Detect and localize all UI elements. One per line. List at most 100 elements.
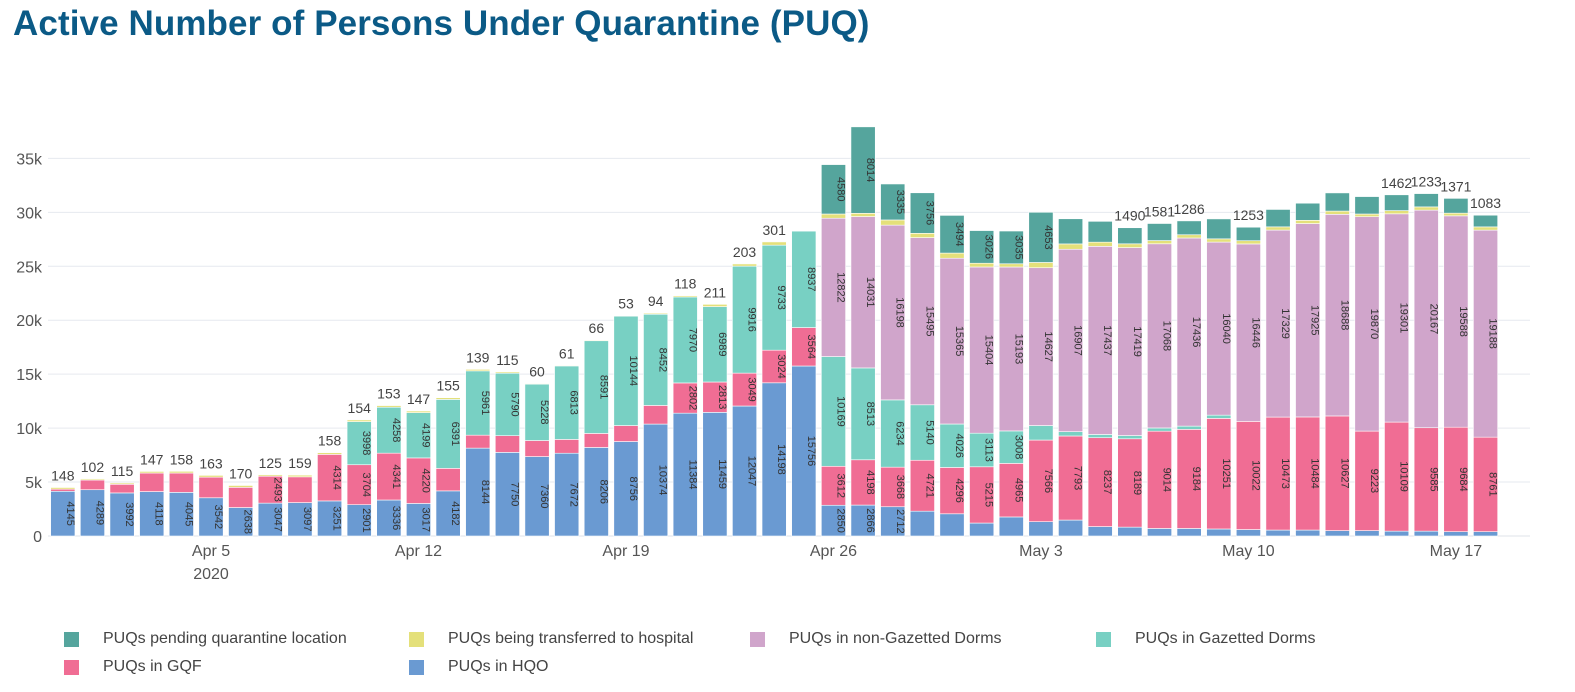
bar-segment-gqf[interactable]: [554, 439, 580, 454]
bar-segment-nongaz[interactable]: [880, 224, 906, 401]
bar-stack[interactable]: 11384 2802 7970 118: [672, 276, 698, 537]
legend-item-hospital[interactable]: PUQs being transferred to hospital: [409, 630, 693, 648]
bar-segment-hospital[interactable]: [554, 364, 580, 367]
bar-segment-hospital[interactable]: [672, 295, 698, 298]
bar-segment-hospital[interactable]: [583, 339, 609, 342]
bar-segment-nongaz[interactable]: [1295, 223, 1321, 418]
bar-segment-nongaz[interactable]: [1147, 243, 1172, 429]
bar-segment-gqf[interactable]: [1413, 427, 1439, 532]
bar-segment-hospital[interactable]: [1058, 243, 1084, 250]
bar-stack[interactable]: 10473 17329: [1265, 209, 1291, 537]
bar-stack[interactable]: 12047 3049 9916 203: [732, 244, 758, 537]
bar-segment-gaz[interactable]: [791, 230, 817, 328]
bar-segment-hqo[interactable]: [998, 516, 1024, 537]
bar-segment-hqo[interactable]: [168, 492, 194, 537]
bar-segment-nongaz[interactable]: [1354, 216, 1380, 432]
bar-segment-hqo[interactable]: [406, 503, 431, 537]
bar-stack[interactable]: 3251 4314 158: [317, 433, 343, 537]
bar-segment-nongaz[interactable]: [1473, 229, 1498, 438]
bar-segment-hospital[interactable]: [317, 452, 343, 455]
bar-segment-gqf[interactable]: [909, 459, 935, 512]
bar-segment-gaz[interactable]: [1206, 414, 1232, 419]
bar-segment-gqf[interactable]: [1235, 421, 1261, 530]
bar-segment-nongaz[interactable]: [1324, 214, 1350, 417]
bar-segment-nongaz[interactable]: [939, 257, 965, 425]
bar-stack[interactable]: 7672 6813 61: [554, 345, 580, 537]
bar-stack[interactable]: 4289 102: [80, 459, 105, 537]
bar-stack[interactable]: 3097 159: [287, 455, 313, 537]
bar-segment-hospital[interactable]: [1206, 238, 1232, 243]
bar-stack[interactable]: 4296 4026 15365 3494: [939, 215, 965, 537]
bar-segment-gqf[interactable]: [198, 476, 224, 499]
bar-segment-hospital[interactable]: [1413, 206, 1439, 211]
bar-segment-gqf[interactable]: [850, 459, 876, 506]
bar-segment-gaz[interactable]: [998, 430, 1024, 464]
bar-segment-hqo[interactable]: [139, 491, 165, 537]
bar-segment-hqo[interactable]: [821, 504, 846, 537]
bar-segment-gaz[interactable]: [672, 296, 698, 384]
bar-stack[interactable]: 3992 115: [109, 463, 135, 537]
bar-segment-gqf[interactable]: [524, 440, 550, 457]
bar-segment-gqf[interactable]: [702, 381, 728, 413]
bar-segment-pending[interactable]: [1295, 202, 1321, 221]
bar-stack[interactable]: 9184 17436 1286: [1174, 201, 1205, 537]
bar-segment-gaz[interactable]: [494, 372, 520, 436]
bar-segment-hqo[interactable]: [524, 456, 550, 537]
bar-segment-pending[interactable]: [850, 126, 876, 214]
bar-segment-hqo[interactable]: [880, 506, 906, 537]
bar-segment-hqo[interactable]: [287, 502, 313, 537]
bar-segment-hqo[interactable]: [376, 499, 402, 537]
bar-segment-gaz[interactable]: [909, 404, 935, 461]
bar-stack[interactable]: 9684 19588 1371: [1440, 178, 1472, 537]
bar-segment-nongaz[interactable]: [1087, 246, 1113, 435]
bar-segment-nongaz[interactable]: [909, 237, 935, 406]
bar-segment-hospital[interactable]: [880, 219, 906, 226]
bar-segment-hospital[interactable]: [909, 233, 935, 238]
bar-segment-hospital[interactable]: [1176, 234, 1202, 239]
bar-segment-pending[interactable]: [1265, 209, 1291, 228]
bar-segment-hqo[interactable]: [435, 490, 461, 537]
bar-stack[interactable]: 2866 4198 8513 14031 8014: [850, 126, 876, 537]
bar-segment-pending[interactable]: [1028, 211, 1054, 263]
bar-segment-gqf[interactable]: [969, 466, 995, 524]
bar-segment-nongaz[interactable]: [1176, 237, 1202, 427]
bar-stack[interactable]: 7750 5790 115: [494, 352, 520, 537]
bar-segment-pending[interactable]: [1206, 218, 1232, 240]
bar-stack[interactable]: 9223 19870: [1354, 196, 1380, 537]
bar-segment-gqf[interactable]: [1058, 435, 1084, 521]
bar-segment-gqf[interactable]: [406, 457, 431, 504]
bar-stack[interactable]: 8761 19188 1083: [1470, 195, 1501, 537]
bar-segment-gaz[interactable]: [376, 406, 402, 454]
bar-segment-hqo[interactable]: [909, 510, 935, 537]
bar-stack[interactable]: 10484 17925: [1295, 202, 1321, 537]
bar-segment-hospital[interactable]: [998, 263, 1024, 268]
bar-stack[interactable]: 10627 18688: [1324, 192, 1350, 537]
bar-segment-hqo[interactable]: [1413, 530, 1439, 537]
bar-segment-pending[interactable]: [1058, 218, 1084, 245]
bar-segment-gaz[interactable]: [969, 432, 995, 468]
bar-segment-gqf[interactable]: [168, 472, 194, 493]
bar-segment-hqo[interactable]: [109, 492, 135, 537]
bar-segment-hqo[interactable]: [1087, 526, 1113, 537]
bar-stack[interactable]: 8189 17419 1490: [1114, 208, 1146, 537]
bar-segment-hqo[interactable]: [1176, 528, 1202, 537]
bar-segment-gqf[interactable]: [1147, 430, 1172, 529]
bar-segment-hospital[interactable]: [50, 487, 76, 490]
bar-segment-pending[interactable]: [1147, 223, 1172, 241]
bar-segment-hospital[interactable]: [732, 263, 757, 267]
bar-stack[interactable]: 7566 14627 4653: [1028, 211, 1054, 537]
bar-segment-hqo[interactable]: [1384, 530, 1410, 537]
bar-segment-pending[interactable]: [969, 230, 995, 264]
bar-stack[interactable]: 2901 3704 3998 154: [346, 400, 372, 537]
bar-stack[interactable]: 8144 5961 139: [465, 349, 491, 537]
bar-segment-gqf[interactable]: [494, 435, 520, 453]
bar-segment-gaz[interactable]: [1117, 435, 1143, 440]
bar-segment-hqo[interactable]: [346, 504, 372, 537]
bar-segment-gqf[interactable]: [613, 425, 639, 442]
bar-segment-hqo[interactable]: [1354, 530, 1380, 537]
bar-segment-nongaz[interactable]: [1028, 267, 1054, 426]
bar-segment-hqo[interactable]: [1295, 529, 1321, 537]
bar-segment-pending[interactable]: [909, 192, 935, 234]
bar-segment-hqo[interactable]: [50, 490, 76, 537]
bar-stack[interactable]: 9585 20167 1233: [1411, 174, 1442, 537]
